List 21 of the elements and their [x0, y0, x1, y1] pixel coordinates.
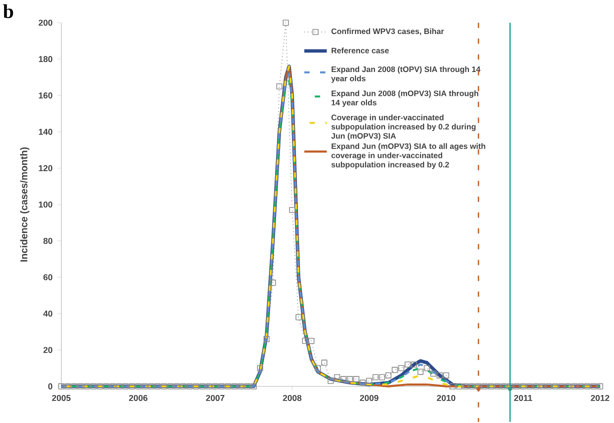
y-tick-label: 80	[43, 238, 52, 244]
x-tick-label: 2012	[590, 394, 610, 402]
x-tick-label: 2009	[360, 394, 378, 402]
text: b	[3, 4, 14, 18]
y-tick-label: 180	[38, 56, 52, 62]
y-tick-label: 160	[38, 92, 52, 99]
y-tick-label: 200	[38, 20, 52, 26]
y-tick-label: 20	[43, 346, 52, 354]
x-tick-label: 2011	[514, 394, 532, 402]
y-axis-title: Incidence (cases/month)	[20, 147, 30, 262]
x-tick-label: 2008	[282, 394, 302, 402]
y-tick-label: 40	[43, 310, 52, 317]
y-tick-label: 0	[48, 383, 52, 390]
x-tick-label: 2010	[436, 394, 456, 402]
x-tick-label: 2006	[129, 394, 148, 402]
y-tick-label: 100	[38, 202, 52, 208]
x-tick-label: 2005	[52, 394, 71, 402]
y-tick-label: 140	[38, 128, 52, 135]
y-tick-label: 120	[38, 165, 52, 172]
y-tick-label: 60	[43, 274, 52, 280]
x-tick-label: 2007	[206, 394, 224, 402]
